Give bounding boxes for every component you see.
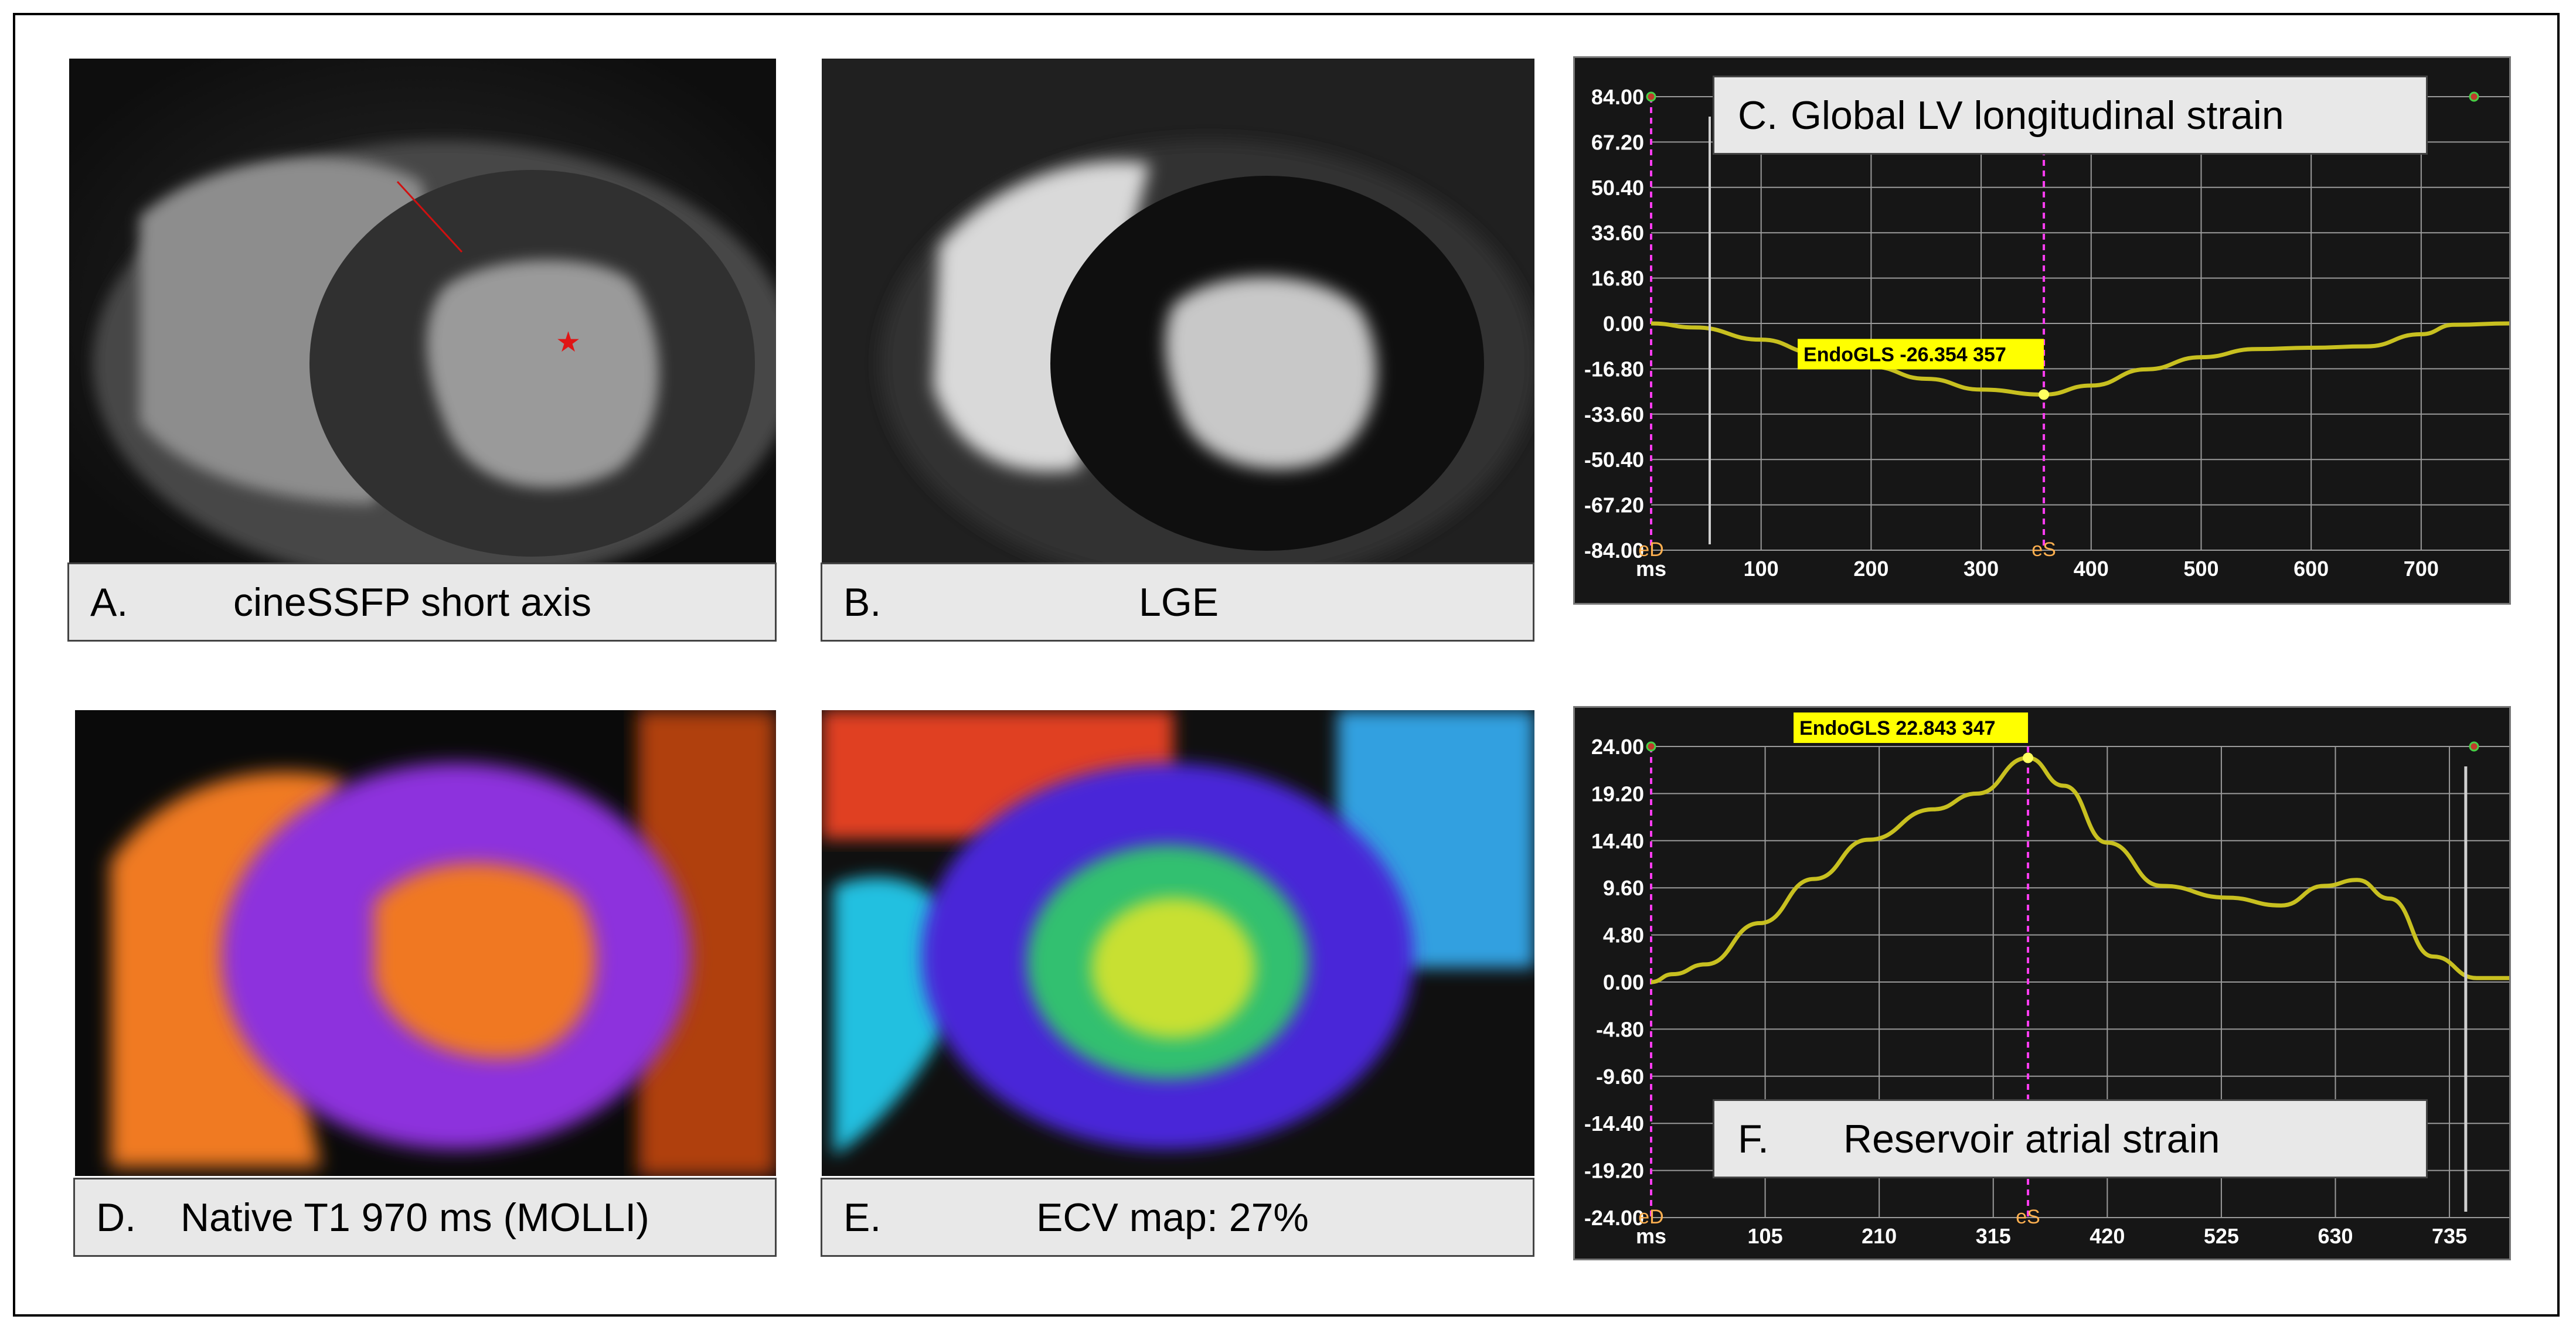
caption-a: A. cineSSFP short axis xyxy=(67,562,777,642)
panel-letter-c: C. xyxy=(1738,93,1778,138)
peak-annotation-text: EndoGLS -26.354 357 xyxy=(1803,343,2006,366)
x-tick-label: 400 xyxy=(2074,557,2109,581)
y-tick-label: -16.80 xyxy=(1584,357,1644,381)
y-tick-label: -50.40 xyxy=(1584,448,1644,472)
x-tick-label: 315 xyxy=(1976,1224,2011,1248)
strain-curve xyxy=(1651,321,2510,397)
peak-annotation-box xyxy=(1794,712,2029,743)
corner-dot xyxy=(2469,91,2479,102)
lge-image xyxy=(822,59,1534,562)
x-tick-label: 525 xyxy=(2204,1224,2239,1248)
corner-dot xyxy=(2469,741,2479,752)
caption-text-a: cineSSFP short axis xyxy=(233,579,592,625)
y-tick-label: 67.20 xyxy=(1591,130,1644,154)
x-tick-label: 700 xyxy=(2404,557,2439,581)
peak-annotation-box xyxy=(1798,339,2044,370)
native-t1-map xyxy=(75,710,776,1176)
caption-text-b: LGE xyxy=(1139,579,1219,625)
panel-letter-f: F. xyxy=(1738,1116,1769,1161)
svg-text:★: ★ xyxy=(556,327,581,358)
chart-lv-gls-svg: 84.00 67.20 50.40 33.60 16.80 0.00 -16.80 -33.6… xyxy=(1584,85,2510,581)
panel-letter-e: E. xyxy=(843,1195,882,1240)
y-tick-label: 50.40 xyxy=(1591,176,1644,200)
y-tick-label: 24.00 xyxy=(1591,735,1644,759)
x-tick-label: 600 xyxy=(2293,557,2329,581)
strain-curve xyxy=(1651,755,2509,984)
x-tick-label: 200 xyxy=(1853,557,1888,581)
x-tick-label: 210 xyxy=(1862,1224,1897,1248)
x-tick-label: 420 xyxy=(2090,1224,2125,1248)
panel-letter-a: A. xyxy=(90,579,128,625)
event-marker-label: eD xyxy=(1638,1206,1663,1228)
y-tick-label: -14.40 xyxy=(1584,1112,1644,1136)
x-tick-label: 735 xyxy=(2432,1224,2467,1248)
peak-annotation-text: EndoGLS 22.843 347 xyxy=(1799,717,1996,739)
event-marker-label: eS xyxy=(2031,538,2056,561)
caption-b: B. LGE xyxy=(821,562,1534,642)
caption-text-d: Native T1 970 ms (MOLLI) xyxy=(181,1195,649,1240)
y-tick-label: 9.60 xyxy=(1603,876,1644,900)
chart-atrial-strain: 24.00 19.20 14.40 9.60 4.80 0.00 -4.80 -9.60 -14… xyxy=(1573,706,2511,1260)
ecv-map xyxy=(822,710,1534,1176)
peak-point xyxy=(2039,389,2050,400)
panel-letter-b: B. xyxy=(843,579,882,625)
corner-dot xyxy=(1646,91,1656,102)
caption-text-e: ECV map: 27% xyxy=(1036,1195,1309,1240)
y-tick-label: -84.00 xyxy=(1584,538,1644,562)
cine-ssfp-image: ★ xyxy=(69,59,776,562)
caption-e: E. ECV map: 27% xyxy=(821,1178,1534,1257)
y-tick-label: -4.80 xyxy=(1596,1017,1644,1041)
event-marker-label: eS xyxy=(2016,1206,2040,1228)
y-tick-label: -19.20 xyxy=(1584,1159,1644,1183)
caption-d: D. Native T1 970 ms (MOLLI) xyxy=(73,1178,777,1257)
chart-lv-gls: 84.00 67.20 50.40 33.60 16.80 0.00 -16.80 -33.6… xyxy=(1573,56,2511,605)
x-axis-label: ms xyxy=(1636,1224,1666,1248)
y-tick-label: 4.80 xyxy=(1603,923,1644,947)
y-tick-label: 14.40 xyxy=(1591,829,1644,853)
y-tick-label: -24.00 xyxy=(1584,1206,1644,1230)
x-axis-label: ms xyxy=(1636,557,1666,581)
y-tick-label: 16.80 xyxy=(1591,267,1644,291)
y-tick-label: -33.60 xyxy=(1584,403,1644,427)
x-tick-label: 630 xyxy=(2318,1224,2353,1248)
y-tick-label: 84.00 xyxy=(1591,85,1644,109)
figure-frame xyxy=(13,13,2560,1317)
y-tick-label: 0.00 xyxy=(1603,312,1644,336)
y-tick-label: 33.60 xyxy=(1591,221,1644,245)
y-tick-label: 19.20 xyxy=(1591,782,1644,806)
caption-text-f: Reservoir atrial strain xyxy=(1843,1116,2220,1161)
panel-letter-d: D. xyxy=(96,1195,136,1240)
x-tick-label: 100 xyxy=(1744,557,1779,581)
x-tick-label: 500 xyxy=(2183,557,2218,581)
y-tick-label: -9.60 xyxy=(1596,1065,1644,1089)
corner-dot xyxy=(1646,741,1656,752)
peak-point xyxy=(2023,752,2034,763)
chart-title-f: F. Reservoir atrial strain xyxy=(1713,1099,2428,1178)
caption-text-c: Global LV longitudinal strain xyxy=(1791,93,2284,138)
x-tick-label: 300 xyxy=(1964,557,1999,581)
y-tick-label: 0.00 xyxy=(1603,970,1644,994)
event-marker-label: eD xyxy=(1638,538,1663,561)
x-tick-label: 105 xyxy=(1748,1224,1783,1248)
y-tick-label: -67.20 xyxy=(1584,493,1644,517)
chart-title-c: C. Global LV longitudinal strain xyxy=(1713,76,2428,155)
